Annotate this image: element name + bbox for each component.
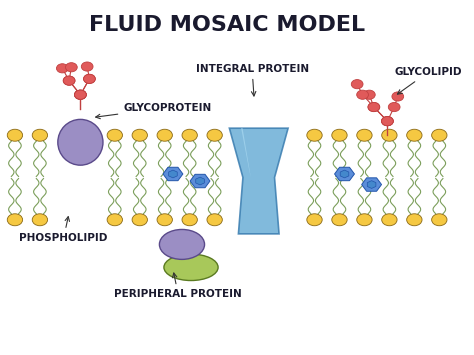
Polygon shape: [241, 128, 251, 178]
Circle shape: [432, 214, 447, 226]
Polygon shape: [367, 181, 376, 189]
Circle shape: [74, 90, 86, 99]
Circle shape: [74, 90, 86, 99]
Circle shape: [432, 129, 447, 141]
Circle shape: [332, 214, 347, 226]
Polygon shape: [163, 167, 183, 181]
Circle shape: [351, 80, 363, 89]
Circle shape: [332, 129, 347, 141]
Text: INTEGRAL PROTEIN: INTEGRAL PROTEIN: [195, 64, 309, 96]
Circle shape: [83, 74, 95, 83]
Circle shape: [32, 214, 47, 226]
Circle shape: [407, 129, 422, 141]
Text: GLYCOLIPID: GLYCOLIPID: [394, 67, 462, 94]
Circle shape: [368, 103, 380, 111]
Circle shape: [207, 214, 222, 226]
Circle shape: [56, 64, 68, 73]
Circle shape: [107, 214, 122, 226]
Circle shape: [63, 76, 75, 85]
Circle shape: [7, 129, 23, 141]
Circle shape: [382, 116, 393, 126]
Polygon shape: [229, 128, 288, 234]
Circle shape: [74, 90, 86, 99]
Circle shape: [382, 116, 393, 126]
Circle shape: [132, 214, 147, 226]
Polygon shape: [196, 177, 204, 185]
Text: PERIPHERAL PROTEIN: PERIPHERAL PROTEIN: [114, 273, 242, 299]
Ellipse shape: [58, 119, 103, 165]
Circle shape: [307, 214, 322, 226]
Circle shape: [357, 90, 368, 99]
Ellipse shape: [164, 254, 218, 280]
Ellipse shape: [159, 229, 205, 260]
Text: FLUID MOSAIC MODEL: FLUID MOSAIC MODEL: [89, 16, 365, 36]
Circle shape: [207, 129, 222, 141]
Circle shape: [407, 214, 422, 226]
Circle shape: [157, 214, 173, 226]
Polygon shape: [335, 167, 355, 181]
Circle shape: [132, 129, 147, 141]
Text: PHOSPHOLIPID: PHOSPHOLIPID: [19, 217, 108, 243]
Circle shape: [32, 129, 47, 141]
Circle shape: [307, 129, 322, 141]
Circle shape: [65, 63, 77, 72]
Polygon shape: [190, 174, 210, 188]
Circle shape: [382, 214, 397, 226]
Circle shape: [388, 103, 400, 111]
Circle shape: [368, 103, 380, 111]
Circle shape: [157, 129, 173, 141]
Circle shape: [392, 92, 404, 101]
Circle shape: [182, 214, 197, 226]
Circle shape: [357, 129, 372, 141]
Circle shape: [63, 76, 75, 85]
Circle shape: [357, 214, 372, 226]
Circle shape: [382, 129, 397, 141]
Polygon shape: [169, 170, 177, 178]
Text: GLYCOPROTEIN: GLYCOPROTEIN: [96, 103, 211, 119]
Circle shape: [82, 62, 93, 71]
Polygon shape: [340, 170, 349, 178]
Circle shape: [7, 214, 23, 226]
Circle shape: [382, 116, 393, 126]
Circle shape: [364, 90, 375, 99]
Polygon shape: [362, 178, 382, 191]
Circle shape: [74, 90, 86, 99]
Circle shape: [83, 74, 95, 83]
Circle shape: [182, 129, 197, 141]
Circle shape: [107, 129, 122, 141]
